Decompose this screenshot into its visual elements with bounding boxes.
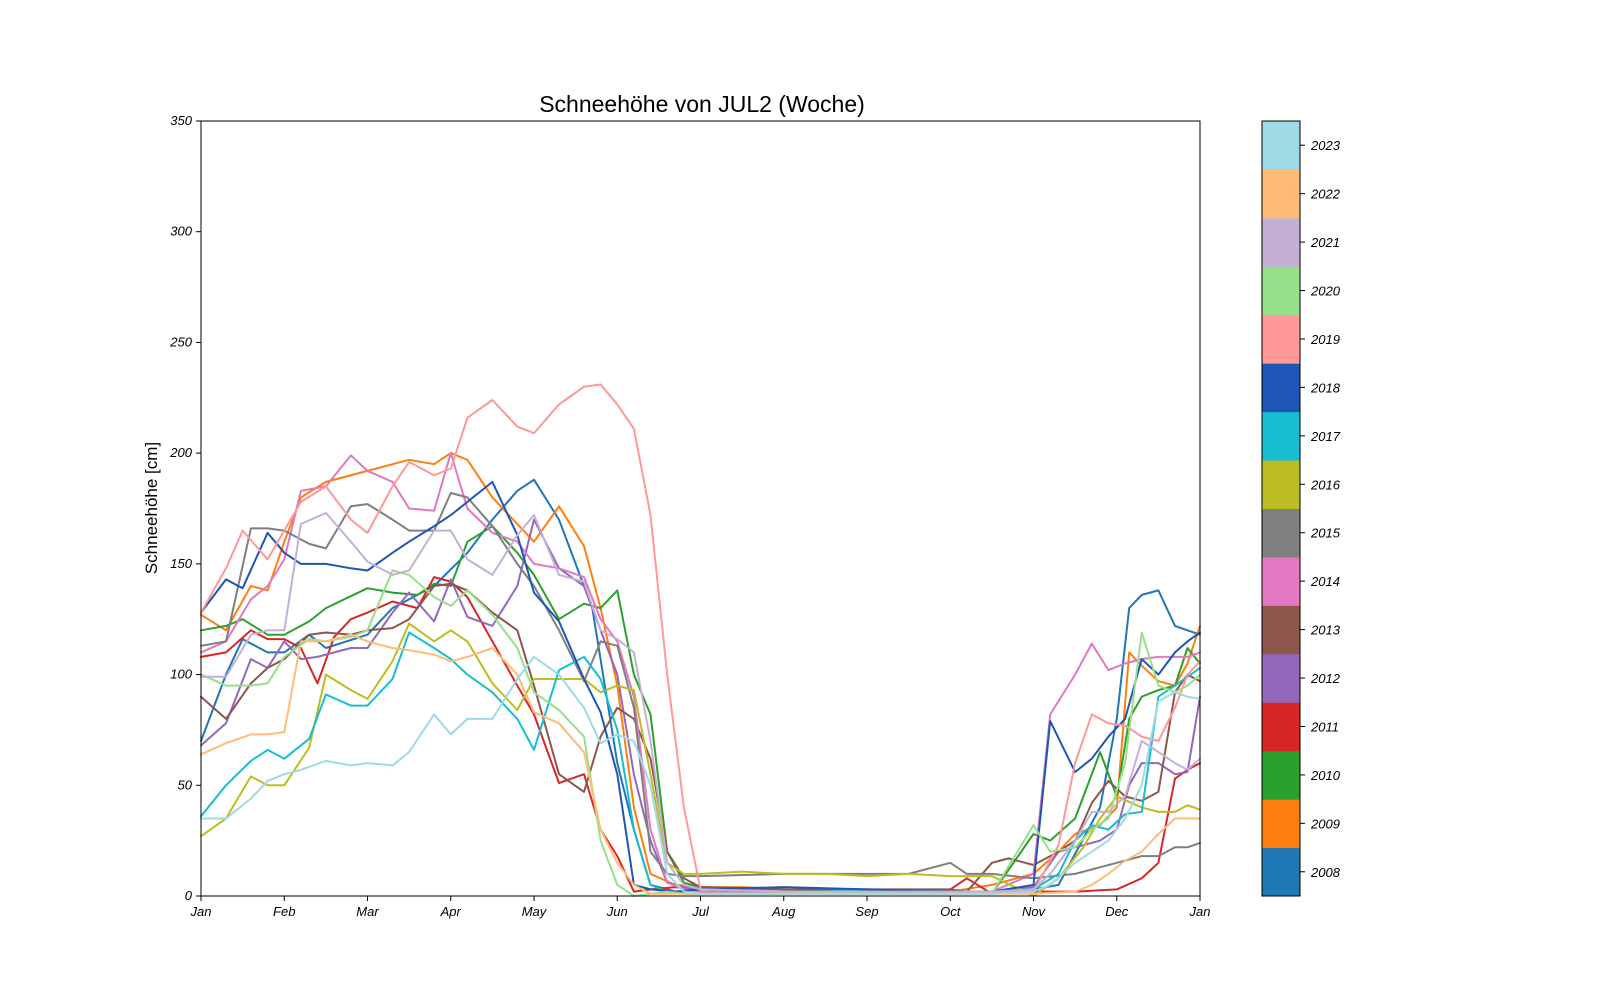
colorbar-label: 2020 (1310, 284, 1341, 299)
colorbar-swatch-2012 (1262, 653, 1300, 703)
series-line-2018 (200, 480, 1201, 893)
x-tick-label: Feb (273, 904, 295, 919)
y-tick-label: 300 (170, 224, 192, 239)
y-tick-label: 250 (169, 334, 192, 349)
colorbar-label: 2016 (1310, 477, 1341, 492)
x-tick-label: Dec (1105, 904, 1129, 919)
x-tick-label: Aug (771, 904, 796, 919)
colorbar-label: 2012 (1310, 671, 1341, 686)
y-tick-label: 50 (178, 777, 193, 792)
colorbar-swatch-2008 (1262, 847, 1300, 897)
colorbar-label: 2009 (1310, 816, 1340, 831)
x-tick-label: Jan (1189, 904, 1211, 919)
x-tick-label: Jan (190, 904, 212, 919)
colorbar-label: 2010 (1310, 768, 1341, 783)
series-line-2017 (200, 631, 1201, 895)
colorbar-swatch-2010 (1262, 750, 1300, 800)
colorbar-label: 2013 (1310, 623, 1341, 638)
plot-frame (200, 120, 1201, 897)
y-ticks: 0 50 100 150 200 250 300 350 (169, 113, 201, 903)
colorbar-label: 2021 (1310, 235, 1340, 250)
colorbar-frame (1261, 120, 1301, 897)
y-tick-label: 150 (170, 556, 192, 571)
x-tick-label: Apr (440, 904, 462, 919)
colorbar-label: 2018 (1310, 380, 1341, 395)
plot-series (200, 383, 1201, 897)
series-line-2011 (200, 576, 1201, 895)
colorbar-legend: 2008 2009 2010 2011 2012 2013 2014 2015 2016 2017… (1261, 120, 1341, 897)
y-axis-label: Schneehöhe [cm] (142, 442, 161, 574)
colorbar-swatch-2018 (1262, 363, 1300, 413)
colorbar-label: 2017 (1310, 429, 1341, 444)
x-tick-label: Nov (1022, 904, 1047, 919)
series-line-2022 (200, 633, 1201, 895)
colorbar-label: 2019 (1310, 332, 1340, 347)
colorbar-label: 2011 (1310, 719, 1339, 734)
colorbar-swatch-2022 (1262, 169, 1300, 219)
colorbar-label: 2015 (1310, 526, 1341, 541)
colorbar-swatch-2021 (1262, 217, 1300, 267)
y-tick-label: 200 (169, 445, 192, 460)
x-tick-label: Jul (691, 904, 710, 919)
x-tick-label: Sep (855, 904, 878, 919)
series-line-2014 (200, 452, 1201, 895)
colorbar-swatch-2023 (1262, 121, 1300, 170)
series-line-2016 (200, 622, 1201, 897)
series-line-2020 (200, 569, 1201, 897)
colorbar-swatch-2019 (1262, 314, 1300, 364)
colorbar-swatch-2015 (1262, 508, 1300, 558)
x-tick-label: Jun (606, 904, 628, 919)
series-line-2010 (200, 525, 1201, 895)
colorbar-swatch-2014 (1262, 556, 1300, 606)
x-ticks: Jan Feb Mar Apr May Jun Jul Aug Sep Oct Nov Dec Jan (190, 896, 1211, 919)
series-line-2023 (200, 655, 1201, 895)
colorbar-swatch-2016 (1262, 460, 1300, 509)
series-line-2012 (200, 518, 1201, 895)
colorbar-label: 2022 (1310, 187, 1341, 202)
colorbar-swatch-2011 (1262, 702, 1300, 752)
y-tick-label: 0 (185, 888, 193, 903)
y-tick-label: 350 (170, 113, 192, 128)
x-tick-label: Mar (356, 904, 379, 919)
series-line-2019 (200, 383, 1201, 895)
chart-title: Schneehöhe von JUL2 (Woche) (539, 91, 865, 117)
y-tick-label: 100 (170, 667, 192, 682)
colorbar-label: 2008 (1310, 865, 1341, 880)
x-tick-label: Oct (940, 904, 962, 919)
colorbar-swatch-2013 (1262, 605, 1300, 655)
colorbar-swatch-2017 (1262, 411, 1300, 461)
series-line-2015 (200, 492, 1201, 880)
colorbar-swatch-2009 (1262, 799, 1300, 849)
colorbar-label: 2023 (1310, 138, 1341, 153)
colorbar-label: 2014 (1310, 574, 1340, 589)
x-tick-label: May (522, 904, 548, 919)
colorbar-swatch-2020 (1262, 266, 1300, 316)
series-line-2013 (200, 582, 1201, 893)
series-line-2021 (200, 511, 1201, 893)
